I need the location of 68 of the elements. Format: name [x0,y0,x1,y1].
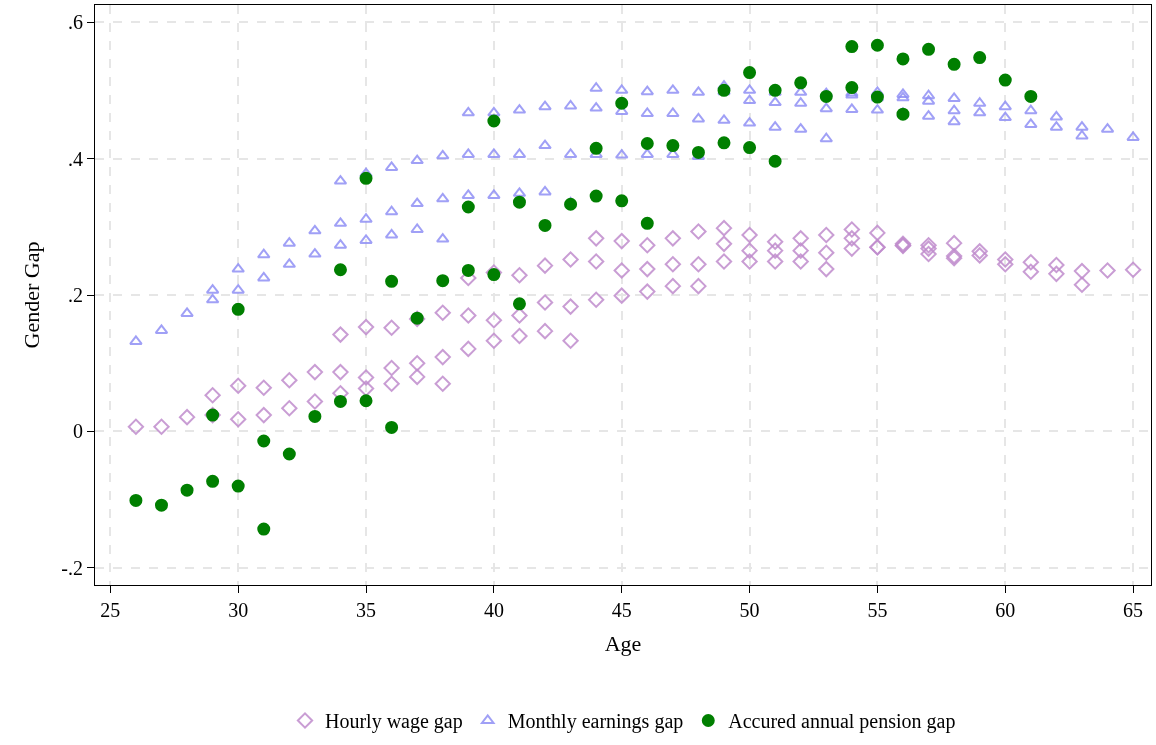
point [845,81,859,95]
point [333,394,347,408]
x-axis-title: Age [604,630,642,656]
legend-label: Hourly wage gap [325,710,463,734]
point [231,302,245,316]
point [308,409,322,423]
point [461,200,475,214]
point [512,297,526,311]
point [998,73,1012,87]
y-tick-label: .4 [68,147,83,170]
point [385,274,399,288]
point [180,483,194,497]
x-tick-label: 50 [739,599,760,621]
point [231,479,245,493]
point [333,263,347,277]
legend-label: Accured annual pension gap [728,710,956,734]
point [768,154,782,168]
y-tick-label: .6 [68,11,83,34]
y-tick-label: .2 [68,284,83,306]
point [589,189,603,203]
point [691,145,705,159]
x-tick-label: 60 [995,599,1016,621]
point [640,137,654,151]
point [973,51,987,65]
y-tick-label: 0 [73,420,83,443]
point [538,218,552,232]
point [615,96,629,110]
y-tick-label: -.2 [61,556,83,579]
point [794,76,808,90]
point [359,394,373,408]
point [1024,89,1038,103]
point [870,38,884,52]
y-axis-title: Gender Gap [19,241,45,349]
point [487,114,501,128]
x-tick-label: 45 [611,599,632,621]
point [615,194,629,208]
point [461,263,475,277]
x-tick-label: 30 [228,599,249,621]
point [487,268,501,282]
legend-label: Monthly earnings gap [507,710,684,734]
point [947,57,961,71]
point [589,141,603,155]
point [666,139,680,153]
point [640,216,654,230]
point [385,420,399,434]
point [896,107,910,121]
point [743,141,757,155]
point [257,434,271,448]
point [845,40,859,54]
point [154,498,168,512]
point [129,493,143,507]
x-tick-label: 40 [483,599,504,621]
point [436,274,450,288]
x-tick-label: 55 [867,599,888,621]
point [359,171,373,185]
x-tick-label: 65 [1123,599,1144,621]
point [282,447,296,461]
point [819,89,833,103]
point [512,195,526,209]
x-tick-label: 25 [100,599,121,621]
point [717,136,731,150]
point [743,66,757,80]
point [206,474,220,488]
x-tick-label: 35 [356,599,377,621]
point [564,197,578,211]
point [896,52,910,66]
point [922,42,936,56]
point [257,522,271,536]
